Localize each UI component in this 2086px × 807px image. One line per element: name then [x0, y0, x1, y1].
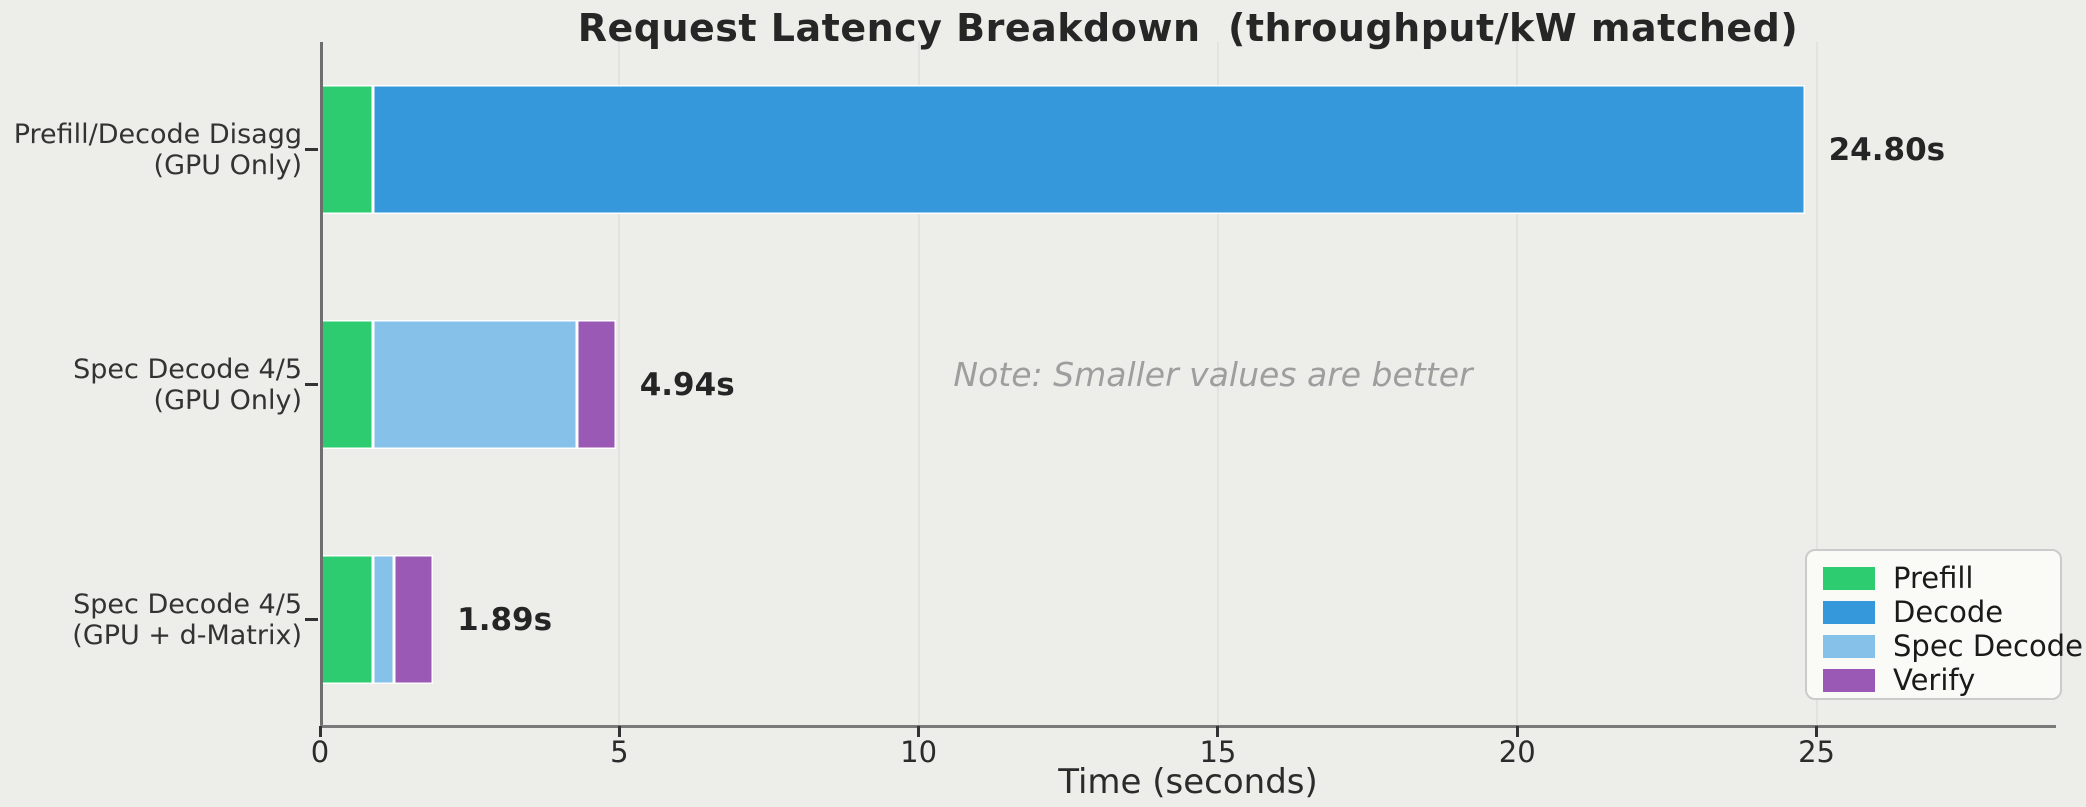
- chart-title: Request Latency Breakdown (throughput/kW…: [577, 6, 1799, 50]
- gridline-20s: [1516, 42, 1519, 725]
- bar-segment-verify: [577, 320, 616, 449]
- legend-swatch: [1823, 600, 1875, 624]
- legend: Prefill Decode Spec Decode Verify: [1805, 549, 2083, 700]
- x-tick-mark: [1815, 726, 1819, 737]
- x-tick-label: 25: [1798, 735, 1835, 769]
- legend-label: Spec Decode: [1893, 629, 2083, 663]
- bar-segment-prefill: [320, 85, 373, 214]
- plot-area: [320, 42, 2056, 728]
- x-tick-label: 10: [900, 735, 938, 769]
- legend-label: Verify: [1893, 663, 1976, 697]
- y-category-label: Spec Decode 4/5 (GPU Only): [73, 353, 302, 416]
- bar-total-label: 1.89s: [457, 601, 553, 638]
- legend-item-verify: Verify: [1823, 663, 2060, 697]
- note-annotation: Note: Smaller values are better: [953, 355, 1473, 394]
- y-tick-mark: [305, 618, 318, 621]
- bar-total-label: 4.94s: [639, 366, 735, 403]
- x-tick-mark: [617, 726, 621, 737]
- gridline-5s: [618, 42, 621, 725]
- legend-item-spec-decode: Spec Decode: [1823, 629, 2083, 663]
- x-tick-label: 5: [610, 735, 629, 769]
- x-tick-label: 15: [1199, 735, 1237, 769]
- bar-segment-prefill: [320, 555, 373, 684]
- legend-swatch: [1823, 566, 1875, 590]
- legend-label: Prefill: [1893, 561, 1974, 595]
- y-tick-mark: [305, 148, 318, 151]
- legend-swatch: [1823, 668, 1875, 692]
- x-tick-mark: [1515, 726, 1519, 737]
- y-axis-spine: [320, 42, 323, 725]
- y-category-label: Spec Decode 4/5 (GPU + d-Matrix): [72, 588, 302, 651]
- x-tick-mark: [1216, 726, 1220, 737]
- x-tick-mark: [318, 726, 322, 737]
- x-tick-label: 20: [1498, 735, 1536, 769]
- x-tick-label: 0: [310, 735, 330, 769]
- legend-label: Decode: [1893, 595, 2004, 629]
- gridline-10s: [917, 42, 920, 725]
- legend-item-prefill: Prefill: [1823, 561, 2060, 595]
- bar-segment-prefill: [320, 320, 373, 449]
- bar-segment-decode: [372, 85, 1805, 214]
- gridline-25s: [1815, 42, 1818, 725]
- bar-segment-spec-decode: [372, 320, 578, 449]
- legend-item-decode: Decode: [1823, 595, 2060, 629]
- x-axis-label: Time (seconds): [1058, 762, 1318, 802]
- x-axis-spine: [320, 725, 2056, 728]
- bar-total-label: 24.80s: [1828, 131, 1946, 168]
- y-tick-mark: [305, 383, 318, 386]
- x-tick-mark: [917, 726, 921, 737]
- bar-segment-spec-decode: [372, 555, 395, 684]
- gridline-15s: [1216, 42, 1219, 725]
- legend-swatch: [1823, 634, 1875, 658]
- y-category-label: Prefill/Decode Disagg (GPU Only): [13, 118, 302, 181]
- bar-segment-verify: [394, 555, 434, 684]
